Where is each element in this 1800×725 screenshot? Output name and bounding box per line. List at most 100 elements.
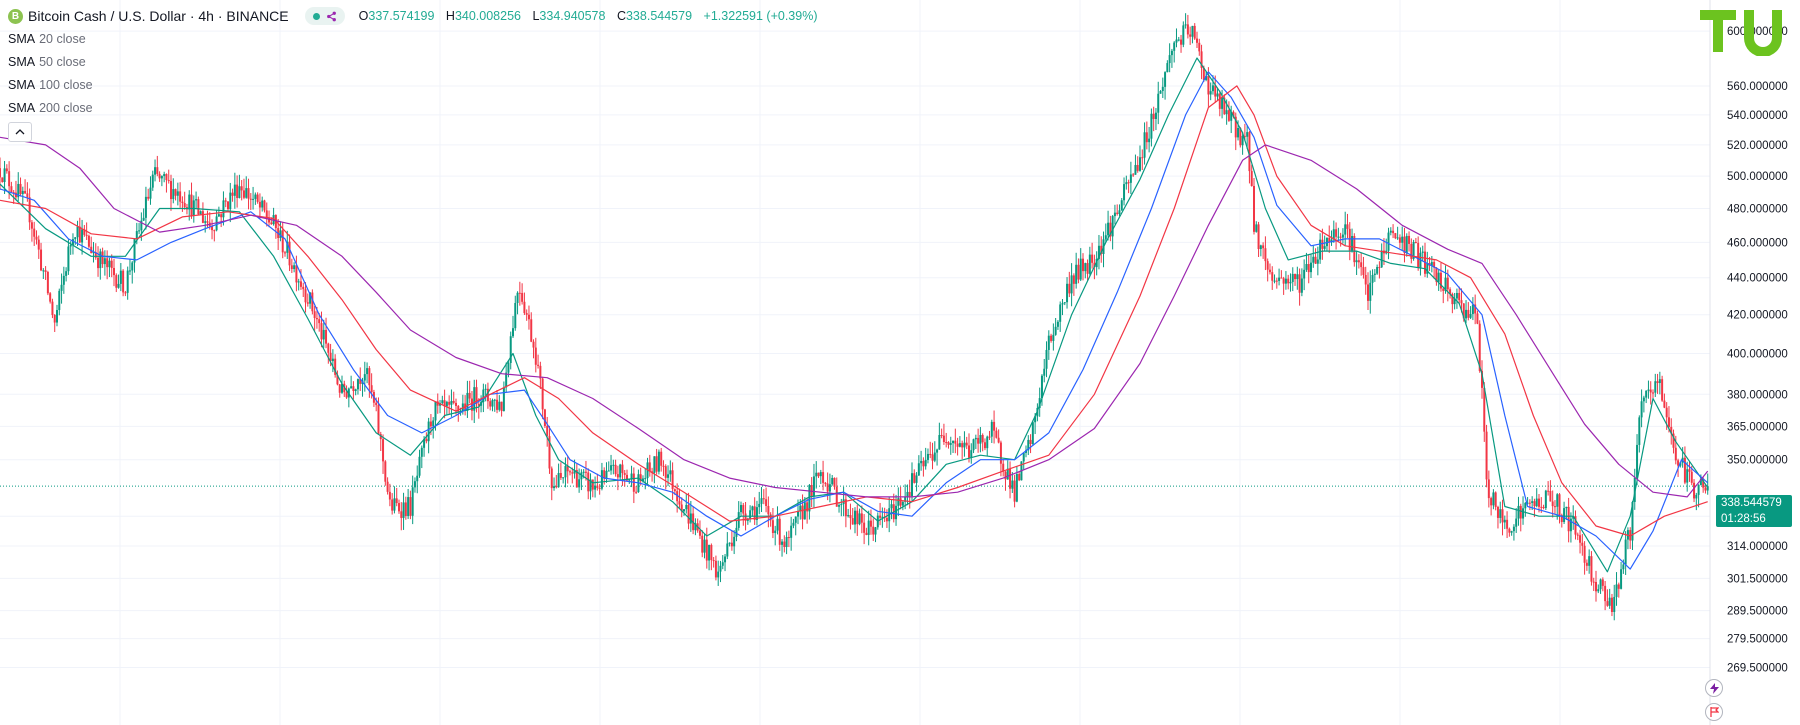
candle-up bbox=[356, 379, 359, 390]
candle-up bbox=[108, 260, 111, 268]
candle-down bbox=[1264, 248, 1267, 262]
ohlc-high: 340.008256 bbox=[454, 9, 521, 23]
candle-up bbox=[735, 527, 738, 537]
candle-up bbox=[131, 262, 134, 271]
candle-up bbox=[1120, 200, 1123, 211]
candle-down bbox=[1, 177, 4, 183]
candle-down bbox=[1649, 389, 1652, 393]
candle-down bbox=[596, 485, 599, 488]
candle-up bbox=[1177, 39, 1180, 41]
candle-up bbox=[1154, 112, 1157, 119]
candle-down bbox=[1362, 267, 1365, 275]
symbol-title[interactable]: Bitcoin Cash / U.S. Dollar · 4h · BINANC… bbox=[28, 8, 289, 24]
price-axis-tick: 440.000000 bbox=[1727, 273, 1788, 285]
candle-up bbox=[1376, 267, 1379, 274]
candle-up bbox=[1695, 494, 1698, 499]
indicator-sma-200[interactable]: SMA 200 close bbox=[8, 101, 93, 115]
candle-down bbox=[30, 222, 33, 229]
candle-up bbox=[874, 527, 877, 535]
candle-up bbox=[917, 463, 920, 476]
alert-button[interactable] bbox=[1705, 679, 1723, 697]
candle-up bbox=[1620, 569, 1623, 589]
candle-up bbox=[1526, 502, 1529, 504]
candle-up bbox=[1531, 501, 1534, 503]
candle-down bbox=[1610, 597, 1613, 612]
candle-up bbox=[293, 265, 296, 270]
candle-up bbox=[514, 302, 517, 329]
candle-down bbox=[626, 474, 628, 481]
candle-down bbox=[0, 168, 1, 178]
candle-up bbox=[172, 189, 175, 200]
candle-up bbox=[1310, 262, 1312, 273]
candle-up bbox=[133, 238, 136, 263]
candle-up bbox=[1237, 127, 1240, 138]
candle-down bbox=[1533, 501, 1536, 507]
candle-up bbox=[1123, 184, 1126, 201]
candle-down bbox=[1378, 267, 1381, 269]
candle-down bbox=[1314, 256, 1317, 264]
candle-up bbox=[58, 290, 61, 311]
candle-up bbox=[781, 541, 784, 545]
market-status-pill[interactable] bbox=[304, 7, 345, 25]
indicator-sma-50[interactable]: SMA 50 close bbox=[8, 55, 86, 69]
candle-down bbox=[899, 498, 902, 506]
candle-down bbox=[865, 532, 868, 535]
candle-down bbox=[1257, 224, 1260, 250]
candle-down bbox=[956, 443, 959, 447]
candle-up bbox=[195, 199, 198, 201]
flag-button[interactable] bbox=[1705, 703, 1723, 721]
candle-down bbox=[587, 472, 590, 492]
candle-up bbox=[911, 473, 913, 497]
candle-down bbox=[46, 271, 49, 294]
price-axis-tick: 540.000000 bbox=[1727, 110, 1788, 122]
candle-down bbox=[35, 236, 38, 240]
candle-down bbox=[1585, 562, 1588, 566]
candle-down bbox=[913, 473, 916, 483]
candle-up bbox=[1303, 269, 1306, 279]
candle-down bbox=[101, 251, 104, 265]
candle-down bbox=[306, 302, 309, 304]
candle-down bbox=[1394, 233, 1397, 239]
candle-down bbox=[1287, 278, 1290, 284]
candle-up bbox=[838, 505, 841, 507]
legend-collapse-button[interactable] bbox=[8, 122, 32, 142]
chart-legend: B Bitcoin Cash / U.S. Dollar · 4h · BINA… bbox=[8, 6, 826, 142]
candle-up bbox=[854, 510, 856, 525]
candle-up bbox=[151, 174, 154, 188]
candle-up bbox=[858, 513, 861, 525]
candle-down bbox=[1553, 506, 1556, 508]
candle-down bbox=[395, 498, 398, 504]
candle-up bbox=[724, 556, 727, 563]
candle-up bbox=[1654, 381, 1657, 393]
candle-up bbox=[1455, 292, 1458, 299]
symbol-header[interactable]: B Bitcoin Cash / U.S. Dollar · 4h · BINA… bbox=[8, 6, 826, 26]
candle-down bbox=[635, 491, 638, 493]
candle-down bbox=[1307, 264, 1310, 273]
candle-down bbox=[352, 386, 355, 391]
candle-up bbox=[847, 515, 850, 517]
candle-down bbox=[33, 228, 36, 237]
candle-up bbox=[1517, 505, 1520, 519]
candle-up bbox=[1205, 75, 1208, 81]
candle-up bbox=[1323, 246, 1326, 249]
candle-up bbox=[188, 194, 191, 210]
price-axis[interactable]: 600.000000560.000000540.000000520.000000… bbox=[1727, 26, 1788, 674]
price-axis-tick: 460.000000 bbox=[1727, 237, 1788, 249]
price-axis-tick: 420.000000 bbox=[1727, 310, 1788, 322]
candle-down bbox=[527, 314, 530, 320]
indicator-sma-100[interactable]: SMA 100 close bbox=[8, 78, 93, 92]
candle-down bbox=[851, 518, 854, 525]
indicator-sma-20[interactable]: SMA 20 close bbox=[8, 32, 86, 46]
candle-up bbox=[792, 522, 795, 526]
candle-down bbox=[256, 194, 259, 202]
candle-up bbox=[1658, 379, 1661, 384]
candle-down bbox=[249, 198, 252, 200]
candle-up bbox=[972, 439, 975, 451]
candle-down bbox=[334, 358, 337, 375]
candle-down bbox=[988, 436, 991, 438]
candle-down bbox=[1560, 515, 1563, 522]
candle-up bbox=[774, 530, 777, 534]
candle-up bbox=[749, 510, 752, 519]
candle-up bbox=[1168, 55, 1171, 64]
